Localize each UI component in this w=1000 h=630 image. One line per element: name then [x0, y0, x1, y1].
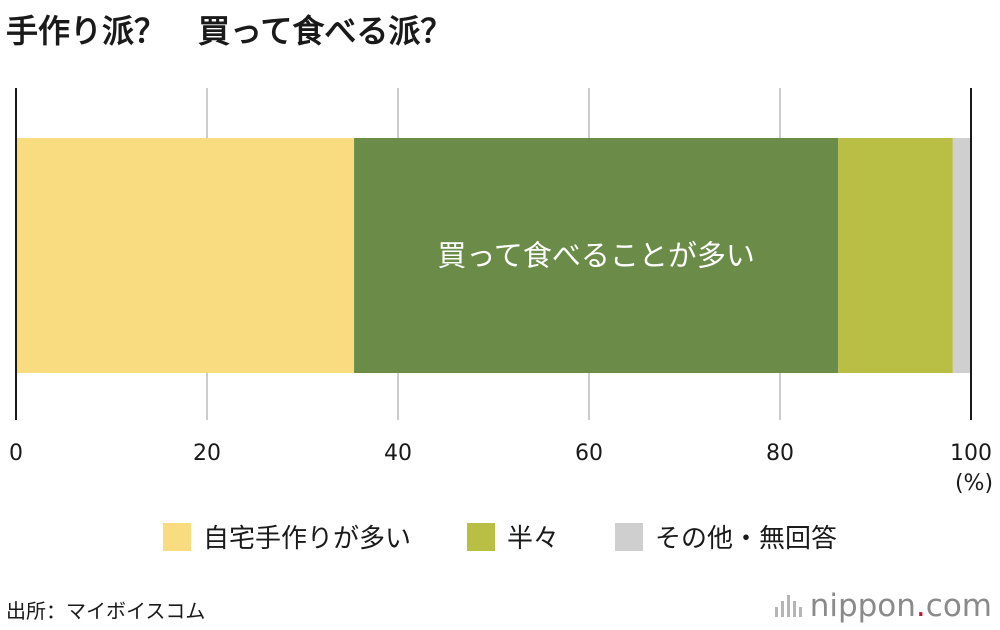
bar-segment: [952, 138, 971, 373]
legend-label: 半々: [506, 524, 559, 554]
legend-item-handmade: 自宅手作りが多い: [162, 518, 411, 555]
x-tick-label: 80: [766, 441, 794, 466]
axes: [15, 88, 972, 420]
legend-swatch: [615, 522, 643, 551]
x-tick-label: 0: [9, 441, 23, 466]
legend: 自宅手作りが多い 半々 その他・無回答: [0, 518, 1000, 555]
legend-item-half: 半々: [466, 518, 559, 555]
x-tick-label: 20: [193, 441, 221, 466]
x-tick-label: 60: [575, 441, 603, 466]
legend-swatch: [162, 522, 191, 551]
x-tick-label: 100: [950, 441, 992, 466]
x-tick-label: 40: [384, 441, 412, 466]
brand-dot: .: [915, 588, 926, 624]
legend-item-other: その他・無回答: [615, 518, 837, 555]
brand-logo: nippon.com: [774, 588, 992, 624]
source-note: 出所：マイボイスコム: [6, 599, 206, 623]
bar-segment: [354, 138, 839, 373]
bar-segments: 買って食べることが多い: [16, 138, 971, 373]
tick-labels: 0 20 40 60 80 100 (%): [9, 441, 993, 496]
legend-label: その他・無回答: [655, 524, 838, 554]
brand-name: nippon: [809, 588, 916, 624]
brand-tld: com: [925, 588, 992, 624]
legend-label: 自宅手作りが多い: [202, 524, 411, 554]
x-unit-label: (%): [955, 471, 993, 496]
bar-segment-label: 買って食べることが多い: [437, 239, 755, 273]
bar-segment: [838, 138, 953, 373]
bar-segment: [16, 138, 355, 373]
legend-swatch: [466, 522, 495, 551]
chart-title: 手作り派？ 買って食べる派？: [6, 12, 453, 50]
brand-bars-icon: [774, 595, 802, 617]
